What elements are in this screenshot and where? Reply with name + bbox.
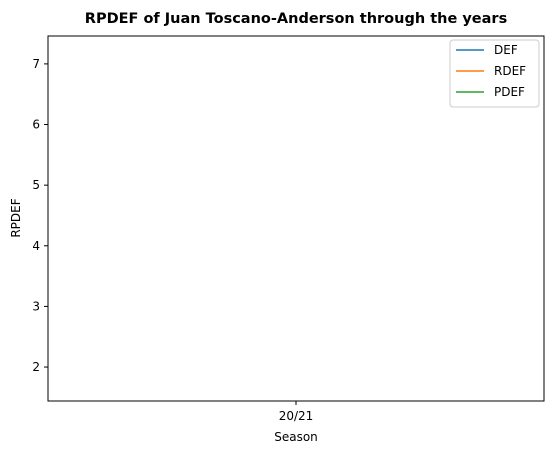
legend-box bbox=[449, 39, 540, 108]
y-tick-label: 4 bbox=[32, 239, 40, 253]
y-tick-label: 7 bbox=[32, 57, 40, 71]
x-axis-label: Season bbox=[274, 430, 318, 444]
y-tick-label: 6 bbox=[32, 118, 40, 132]
y-tick-label: 3 bbox=[32, 299, 40, 313]
y-axis: 2 3 4 5 6 7 bbox=[32, 57, 48, 374]
x-tick-label: 20/21 bbox=[279, 409, 314, 423]
legend-label-def: DEF bbox=[494, 43, 518, 57]
legend-label-rdef: RDEF bbox=[494, 64, 526, 78]
x-axis: 20/21 bbox=[279, 401, 314, 423]
y-tick-label: 2 bbox=[32, 360, 40, 374]
y-axis-label: RPDEF bbox=[9, 198, 23, 237]
y-tick-label: 5 bbox=[32, 178, 40, 192]
legend: DEF RDEF PDEF bbox=[449, 39, 540, 108]
chart-title: RPDEF of Juan Toscano-Anderson through t… bbox=[85, 11, 507, 27]
legend-label-pdef: PDEF bbox=[494, 85, 525, 99]
